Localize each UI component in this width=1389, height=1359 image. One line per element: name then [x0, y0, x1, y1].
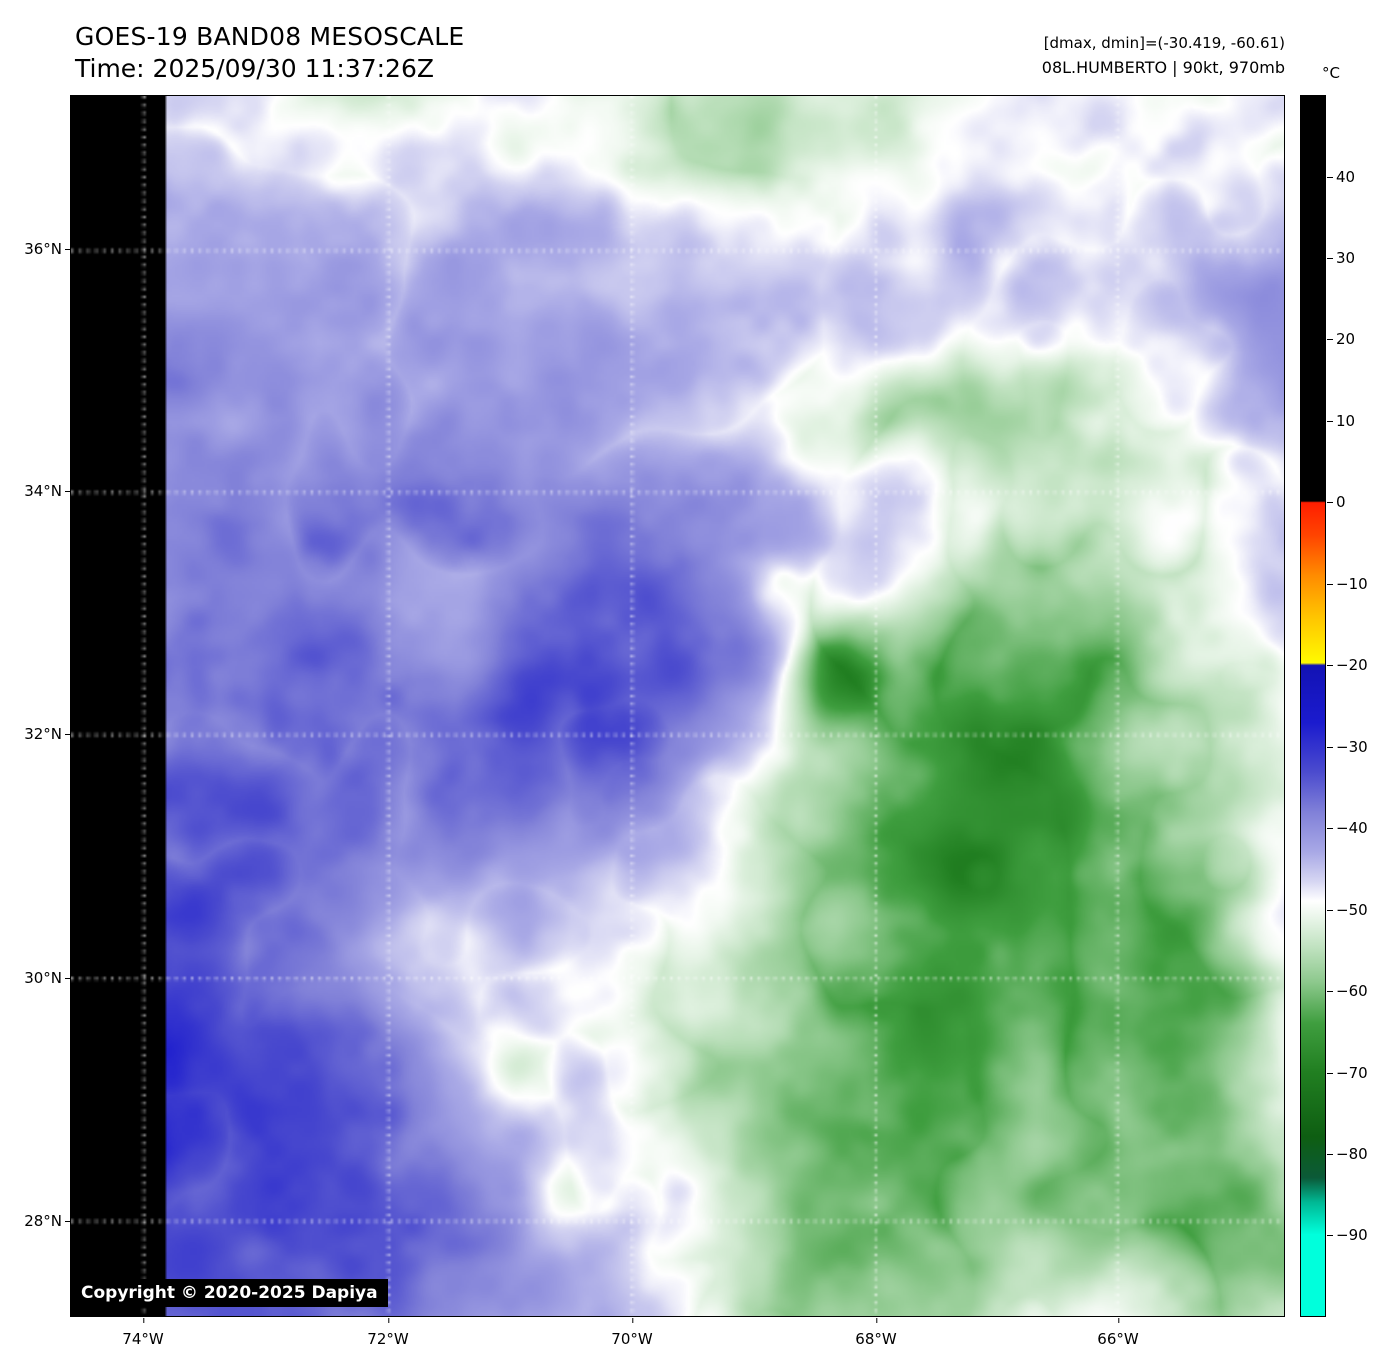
colorbar-unit-label: °C: [1322, 64, 1340, 82]
satellite-imagery-canvas: [71, 96, 1284, 1316]
colorbar-tick-label: −10: [1327, 575, 1368, 593]
lat-tick-label: 30°N: [24, 969, 70, 987]
lon-tick-label: 66°W: [1097, 1318, 1139, 1348]
lon-tick-label: 74°W: [122, 1318, 164, 1348]
colorbar-tick-label: 10: [1326, 412, 1356, 430]
copyright-badge: Copyright © 2020-2025 Dapiya: [71, 1279, 388, 1307]
colorbar-tick-label: 0: [1327, 493, 1346, 511]
colorbar-tick-label: −40: [1327, 819, 1368, 837]
colorbar-tick-label: 20: [1326, 330, 1356, 348]
timestamp-label: Time: 2025/09/30 11:37:26Z: [75, 54, 434, 83]
colorbar-tick-label: 40: [1326, 168, 1356, 186]
colorbar-tick-label: −50: [1327, 901, 1368, 919]
temperature-colorbar: [1300, 95, 1326, 1317]
lat-tick-label: 28°N: [24, 1212, 70, 1230]
lat-tick-label: 32°N: [24, 725, 70, 743]
satellite-image-panel: [70, 95, 1285, 1317]
lat-tick-label: 36°N: [24, 240, 70, 258]
colorbar-tick-label: −30: [1327, 738, 1368, 756]
lon-tick-label: 68°W: [855, 1318, 897, 1348]
colorbar-tick-label: −20: [1327, 656, 1368, 674]
data-range-readout: [dmax, dmin]=(-30.419, -60.61): [1043, 34, 1285, 52]
lon-tick-label: 70°W: [611, 1318, 653, 1348]
storm-info-label: 08L.HUMBERTO | 90kt, 970mb: [1041, 58, 1285, 77]
colorbar-tick-label: −70: [1327, 1064, 1368, 1082]
colorbar-tick-label: 30: [1326, 249, 1356, 267]
colorbar-tick-label: −60: [1327, 982, 1368, 1000]
lat-tick-label: 34°N: [24, 482, 70, 500]
lon-tick-label: 72°W: [367, 1318, 409, 1348]
colorbar-tick-label: −80: [1327, 1145, 1368, 1163]
colorbar-tick-label: −90: [1327, 1226, 1368, 1244]
page-title: GOES-19 BAND08 MESOSCALE: [75, 22, 465, 51]
